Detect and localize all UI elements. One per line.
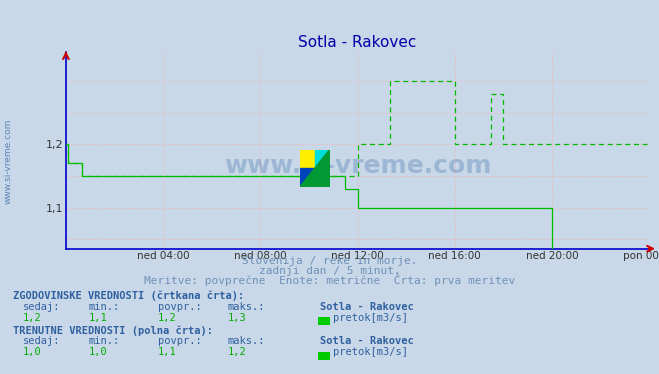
Text: 1,2: 1,2 [23,313,42,322]
Text: povpr.:: povpr.: [158,337,202,346]
Text: 1,1: 1,1 [89,313,107,322]
Text: 1,0: 1,0 [23,347,42,357]
Text: maks.:: maks.: [227,337,265,346]
Text: sedaj:: sedaj: [23,302,61,312]
Text: 1,1: 1,1 [158,347,177,357]
Text: www.si-vreme.com: www.si-vreme.com [224,154,491,178]
Text: min.:: min.: [89,337,120,346]
Text: povpr.:: povpr.: [158,302,202,312]
Text: pretok[m3/s]: pretok[m3/s] [333,313,409,322]
Text: ZGODOVINSKE VREDNOSTI (črtkana črta):: ZGODOVINSKE VREDNOSTI (črtkana črta): [13,291,244,301]
Text: 1,0: 1,0 [89,347,107,357]
Title: Sotla - Rakovec: Sotla - Rakovec [299,35,416,50]
Text: maks.:: maks.: [227,302,265,312]
Text: 1,3: 1,3 [227,313,246,322]
Text: Sotla - Rakovec: Sotla - Rakovec [320,302,413,312]
Polygon shape [300,168,315,187]
Text: Slovenija / reke in morje.: Slovenija / reke in morje. [242,256,417,266]
Text: pretok[m3/s]: pretok[m3/s] [333,347,409,357]
Bar [300,150,315,168]
Text: TRENUTNE VREDNOSTI (polna črta):: TRENUTNE VREDNOSTI (polna črta): [13,325,213,335]
Text: Meritve: povprečne  Enote: metrične  Črta: prva meritev: Meritve: povprečne Enote: metrične Črta:… [144,274,515,286]
Text: www.si-vreme.com: www.si-vreme.com [3,118,13,203]
Polygon shape [300,150,330,187]
Text: 1,2: 1,2 [227,347,246,357]
Text: min.:: min.: [89,302,120,312]
Bar [315,150,330,168]
Text: 1,2: 1,2 [158,313,177,322]
Text: Sotla - Rakovec: Sotla - Rakovec [320,337,413,346]
Text: sedaj:: sedaj: [23,337,61,346]
Text: zadnji dan / 5 minut.: zadnji dan / 5 minut. [258,266,401,276]
